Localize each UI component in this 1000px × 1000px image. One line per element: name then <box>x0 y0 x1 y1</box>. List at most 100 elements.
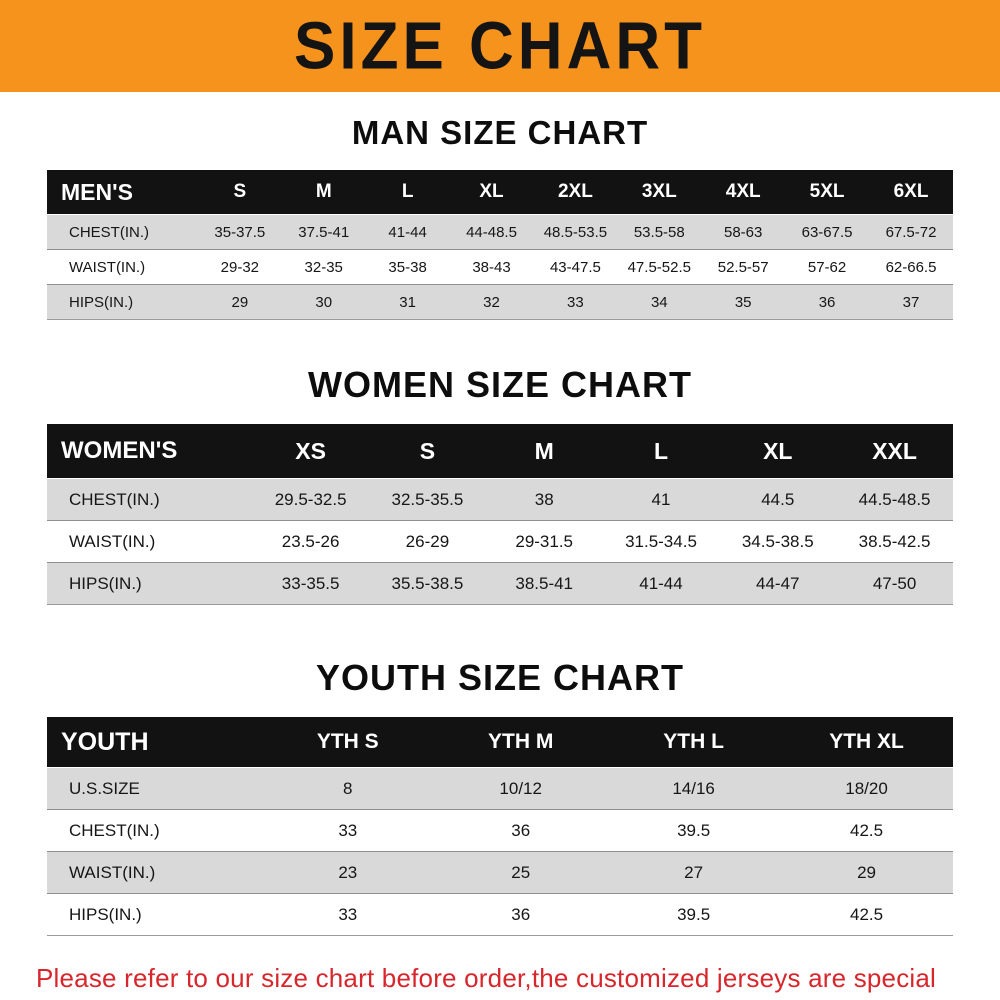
row-label-cell: CHEST(IN.) <box>69 223 149 241</box>
table-row: WAIST(IN.) 23.5-26 26-29 29-31.5 31.5-34.5 34… <box>47 520 953 563</box>
size-header-cell: YTH XL <box>780 717 953 768</box>
value-cell: 36 <box>511 820 531 840</box>
value-cell: 42.5 <box>849 820 884 840</box>
size-header-cell: YTH L <box>607 717 781 768</box>
value-cell: 47-50 <box>872 573 917 593</box>
youth-section-heading: YOUTH SIZE CHART <box>315 657 684 698</box>
value-cell: 37.5-41 <box>298 223 350 241</box>
page-title: SIZE CHART <box>294 8 706 84</box>
value-cell: 48.5-53.5 <box>543 223 608 241</box>
size-header-cell: YTH S <box>261 717 435 768</box>
size-header-cell: L <box>365 170 450 215</box>
table-header-row: WOMEN'S XS S M L XL XXL <box>47 424 953 479</box>
value-cell: 38.5-42.5 <box>858 531 931 551</box>
value-cell: 63-67.5 <box>801 223 853 241</box>
value-cell: 29-31.5 <box>515 531 574 551</box>
value-cell: 32-35 <box>304 258 343 276</box>
youth-size-table: YOUTH YTH S YTH M YTH L YTH XL U.S.SIZE 8 10/12… <box>47 717 953 936</box>
section-man: MAN SIZE CHART MEN'S S M L XL 2XL 3XL 4XL 5XL 6XL… <box>0 92 1000 320</box>
value-cell: 52.5-57 <box>717 258 769 276</box>
table-title-cell: YOUTH <box>47 717 262 768</box>
table-row: HIPS(IN.) 33 36 39.5 42.5 <box>47 893 953 936</box>
value-cell: 29-32 <box>220 258 260 276</box>
value-cell: 38 <box>534 489 554 509</box>
value-cell: 38-43 <box>472 258 511 276</box>
value-cell: 67.5-72 <box>885 223 937 241</box>
value-cell: 43-47.5 <box>549 258 601 276</box>
value-cell: 37 <box>902 293 920 311</box>
value-cell: 41-44 <box>639 573 683 593</box>
value-cell: 32.5-35.5 <box>391 489 464 509</box>
value-cell: 29 <box>231 293 249 311</box>
table-header-row: YOUTH YTH S YTH M YTH L YTH XL <box>47 717 953 768</box>
size-header-cell: 3XL <box>617 170 702 215</box>
value-cell: 30 <box>315 293 333 311</box>
row-label-cell: WAIST(IN.) <box>69 862 156 882</box>
size-header-cell: XS <box>252 424 370 479</box>
value-cell: 26-29 <box>405 531 450 551</box>
size-header-cell: 5XL <box>785 170 870 215</box>
row-label-cell: U.S.SIZE <box>69 778 140 798</box>
man-section-heading: MAN SIZE CHART <box>351 114 649 151</box>
value-cell: 39.5 <box>677 904 711 924</box>
table-header-row: MEN'S S M L XL 2XL 3XL 4XL 5XL 6XL <box>47 170 953 215</box>
value-cell: 62-66.5 <box>885 258 937 276</box>
size-header-cell: M <box>485 424 603 479</box>
section-youth: YOUTH SIZE CHART YOUTH YTH S YTH M YTH L YTH… <box>0 605 1000 936</box>
value-cell: 35.5-38.5 <box>391 573 464 593</box>
size-header-cell: S <box>369 424 486 479</box>
value-cell: 33 <box>338 820 358 840</box>
value-cell: 33 <box>338 904 358 924</box>
value-cell: 38.5-41 <box>515 573 574 593</box>
value-cell: 36 <box>818 293 836 311</box>
value-cell: 44.5 <box>761 489 795 509</box>
value-cell: 33 <box>567 293 584 311</box>
row-label-cell: HIPS(IN.) <box>69 904 142 924</box>
table-row: HIPS(IN.) 33-35.5 35.5-38.5 38.5-41 41-44 44-… <box>47 562 953 605</box>
row-label-cell: WAIST(IN.) <box>69 531 156 551</box>
value-cell: 34 <box>650 293 668 311</box>
table-row: CHEST(IN.) 33 36 39.5 42.5 <box>47 809 953 852</box>
value-cell: 35 <box>734 293 752 311</box>
value-cell: 53.5-58 <box>633 223 685 241</box>
value-cell: 29.5-32.5 <box>274 489 347 509</box>
size-header-cell: XXL <box>836 424 953 479</box>
size-header-cell: M <box>281 170 366 215</box>
value-cell: 8 <box>343 778 353 798</box>
row-label-cell: HIPS(IN.) <box>69 573 142 593</box>
value-cell: 44-47 <box>756 573 800 593</box>
value-cell: 42.5 <box>849 904 884 924</box>
value-cell: 14/16 <box>672 778 715 798</box>
size-header-cell: 6XL <box>869 170 953 215</box>
section-women: WOMEN SIZE CHART WOMEN'S XS S M L XL XXL CHEST(… <box>0 320 1000 605</box>
value-cell: 32 <box>483 293 500 311</box>
value-cell: 18/20 <box>845 778 888 798</box>
size-header-cell: S <box>197 170 282 215</box>
title-banner: SIZE CHART <box>0 0 1000 92</box>
value-cell: 31 <box>399 293 416 311</box>
size-header-cell: XL <box>719 424 837 479</box>
size-header-cell: 4XL <box>701 170 786 215</box>
value-cell: 41 <box>651 489 671 509</box>
size-header-cell: L <box>602 424 720 479</box>
table-row: WAIST(IN.) 23 25 27 29 <box>47 851 953 894</box>
size-header-cell: YTH M <box>434 717 608 768</box>
women-size-table: WOMEN'S XS S M L XL XXL CHEST(IN.) 29.5-32.5 32.5… <box>47 424 953 605</box>
row-label-cell: WAIST(IN.) <box>69 258 146 276</box>
value-cell: 31.5-34.5 <box>625 531 697 551</box>
table-title-cell: MEN'S <box>47 170 198 215</box>
women-section-heading: WOMEN SIZE CHART <box>308 364 692 405</box>
table-row: HIPS(IN.) 29 30 31 32 33 34 35 36 37 <box>47 284 953 320</box>
value-cell: 10/12 <box>499 778 542 798</box>
row-label-cell: CHEST(IN.) <box>69 820 160 840</box>
value-cell: 57-62 <box>807 258 847 276</box>
table-row: CHEST(IN.) 29.5-32.5 32.5-35.5 38 41 44.5 44.5… <box>47 478 953 521</box>
table-row: CHEST(IN.) 35-37.5 37.5-41 41-44 44-48.5 48.5… <box>47 214 953 250</box>
value-cell: 29 <box>857 862 876 882</box>
value-cell: 58-63 <box>723 223 763 241</box>
value-cell: 44-48.5 <box>466 223 517 241</box>
value-cell: 36 <box>511 904 531 924</box>
value-cell: 27 <box>684 862 704 882</box>
value-cell: 39.5 <box>677 820 711 840</box>
